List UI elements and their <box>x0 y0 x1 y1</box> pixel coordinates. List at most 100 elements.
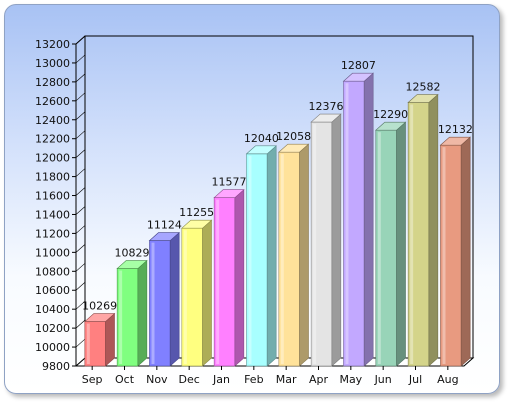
bar-highlight <box>183 230 187 364</box>
y-tick-depth <box>75 35 86 45</box>
data-label: 11577 <box>212 176 247 189</box>
data-label: 11124 <box>147 219 182 232</box>
bar-side <box>460 136 471 367</box>
y-tick-label: 12000 <box>35 152 70 165</box>
y-tick-label: 10600 <box>35 284 70 297</box>
data-label: 10269 <box>82 300 117 313</box>
bar-top <box>181 219 213 229</box>
y-tick-label: 13000 <box>35 57 70 70</box>
bar <box>342 72 374 367</box>
y-tick-label: 9800 <box>42 360 70 373</box>
bar-top <box>375 121 407 131</box>
x-tick-label: Jul <box>408 373 422 386</box>
y-tick-label: 10400 <box>35 303 70 316</box>
x-tick-label: Apr <box>309 373 329 386</box>
y-tick-depth <box>75 300 86 310</box>
y-tick-depth <box>75 168 86 177</box>
y-tick-label: 12400 <box>35 114 70 127</box>
bar <box>407 93 439 367</box>
y-tick-depth <box>75 149 86 158</box>
x-axis-ticks: Sep Oct Nov Dec Jan Feb Mar Apr May Jun Jul Aug <box>82 366 459 386</box>
bar <box>310 113 342 367</box>
y-tick-label: 11800 <box>35 171 70 184</box>
x-tick-label: Dec <box>179 373 200 386</box>
bar <box>148 231 180 367</box>
x-tick-label: Sep <box>82 373 103 386</box>
y-tick-depth <box>75 357 86 367</box>
bar-highlight <box>442 147 446 364</box>
data-label: 10829 <box>115 247 150 260</box>
y-tick-depth <box>75 54 86 64</box>
x-tick-label: Jun <box>374 373 392 386</box>
y-tick-depth <box>75 244 86 253</box>
bar-side <box>299 143 309 367</box>
y-tick-label: 12600 <box>35 95 70 108</box>
bar-top <box>407 94 439 103</box>
y-tick-label: 10800 <box>35 265 70 278</box>
bar-top <box>148 232 180 241</box>
bars <box>84 72 471 367</box>
data-label: 12290 <box>373 108 408 121</box>
bar-top <box>310 113 342 123</box>
y-tick-label: 10200 <box>35 322 70 335</box>
bar <box>245 145 277 367</box>
y-tick-label: 12800 <box>35 76 70 89</box>
bar-top <box>439 136 471 146</box>
y-tick-label: 12200 <box>35 133 70 146</box>
bar-side <box>105 312 115 367</box>
data-label: 11255 <box>179 206 214 219</box>
y-tick-label: 10000 <box>35 341 70 354</box>
bar <box>375 121 407 367</box>
y-tick-label: 11400 <box>35 208 70 221</box>
y-tick-depth <box>75 130 86 139</box>
bar-side <box>331 113 342 367</box>
bar-highlight <box>151 242 155 364</box>
x-tick-label: Jan <box>212 373 230 386</box>
bar <box>213 189 245 367</box>
bar-side <box>428 93 439 367</box>
y-tick-label: 11200 <box>35 227 70 240</box>
y-tick-depth <box>75 111 86 120</box>
data-label: 12132 <box>438 123 473 136</box>
y-tick-depth <box>75 319 86 329</box>
bar-top <box>342 72 374 82</box>
bar-highlight <box>86 323 90 364</box>
x-tick-label: Aug <box>437 373 458 386</box>
bar <box>181 219 213 367</box>
bar-side <box>137 259 148 367</box>
y-tick-depth <box>75 225 86 234</box>
bar-side <box>234 189 245 367</box>
y-tick-label: 11000 <box>35 246 70 259</box>
bar-highlight <box>313 124 317 364</box>
bar <box>84 312 116 367</box>
data-label: 12376 <box>309 100 344 113</box>
data-label: 12058 <box>276 130 311 143</box>
data-label: 12582 <box>406 81 441 94</box>
bar-side <box>396 121 406 367</box>
y-tick-depth <box>75 263 86 272</box>
bar-top <box>213 189 245 199</box>
bar-highlight <box>280 154 284 364</box>
data-label: 12807 <box>341 59 376 72</box>
bar-side <box>363 72 374 367</box>
bar-top <box>116 260 148 269</box>
x-tick-label: Feb <box>244 373 263 386</box>
x-tick-label: Oct <box>115 373 135 386</box>
y-tick-depth <box>75 338 86 348</box>
bar-highlight <box>345 83 349 364</box>
bar-side <box>202 219 212 367</box>
bar-highlight <box>377 132 381 364</box>
y-tick-depth <box>75 187 86 196</box>
data-label: 12040 <box>244 132 279 145</box>
bar-top <box>278 143 310 153</box>
bar <box>439 136 471 367</box>
bar-side <box>266 145 277 367</box>
y-tick-label: 13200 <box>35 38 70 51</box>
x-tick-label: May <box>339 373 362 386</box>
bar-top <box>84 313 116 322</box>
bar-highlight <box>216 199 220 364</box>
bar-highlight <box>119 270 123 364</box>
y-tick-depth <box>75 92 86 102</box>
